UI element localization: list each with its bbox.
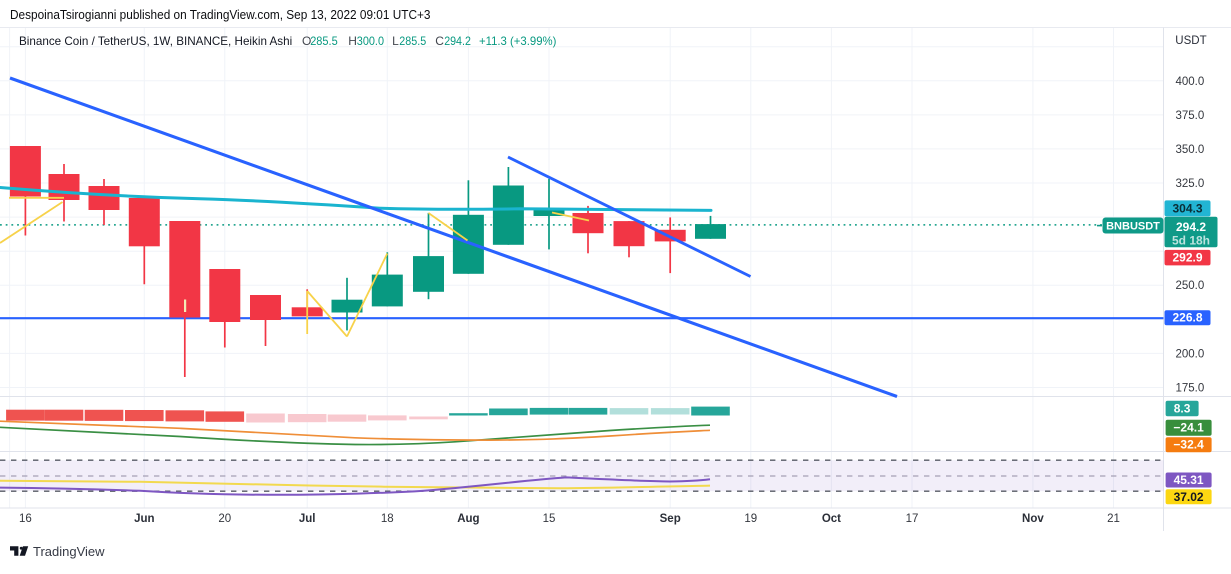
svg-text:+11.3 (+3.99%): +11.3 (+3.99%) — [479, 34, 556, 48]
svg-text:200.0: 200.0 — [1176, 348, 1205, 360]
svg-text:45.31: 45.31 — [1174, 473, 1204, 487]
svg-text:175.0: 175.0 — [1176, 383, 1205, 395]
svg-text:Oct: Oct — [822, 513, 841, 525]
svg-text:19: 19 — [744, 513, 757, 525]
svg-text:−32.4: −32.4 — [1173, 438, 1204, 452]
svg-text:294.2: 294.2 — [1176, 220, 1206, 234]
svg-text:5d 18h: 5d 18h — [1172, 234, 1210, 248]
svg-text:18: 18 — [381, 513, 394, 525]
svg-text:BNBUSDT: BNBUSDT — [1106, 221, 1160, 233]
svg-text:285.5: 285.5 — [310, 34, 338, 48]
svg-text:Jul: Jul — [299, 513, 316, 525]
svg-text:TradingView: TradingView — [33, 544, 105, 559]
svg-text:C: C — [435, 34, 444, 48]
svg-text:15: 15 — [543, 513, 556, 525]
svg-text:16: 16 — [19, 513, 32, 525]
svg-text:Binance Coin / TetherUS, 1W, B: Binance Coin / TetherUS, 1W, BINANCE, He… — [19, 34, 292, 48]
svg-text:21: 21 — [1107, 513, 1120, 525]
svg-text:226.8: 226.8 — [1172, 311, 1202, 325]
svg-text:300.0: 300.0 — [357, 34, 384, 48]
svg-text:L: L — [392, 34, 399, 48]
svg-text:250.0: 250.0 — [1176, 280, 1205, 292]
svg-text:−24.1: −24.1 — [1173, 421, 1204, 435]
svg-text:325.0: 325.0 — [1176, 178, 1205, 190]
svg-text:Sep: Sep — [660, 513, 681, 525]
svg-text:H: H — [348, 34, 357, 48]
svg-text:294.2: 294.2 — [444, 34, 471, 48]
svg-text:304.3: 304.3 — [1172, 201, 1202, 215]
svg-text:O: O — [302, 34, 311, 48]
svg-text:375.0: 375.0 — [1176, 110, 1205, 122]
svg-text:Jun: Jun — [134, 513, 154, 525]
svg-text:Aug: Aug — [457, 513, 479, 525]
svg-text:350.0: 350.0 — [1176, 144, 1205, 156]
svg-text:Nov: Nov — [1022, 513, 1044, 525]
svg-text:285.5: 285.5 — [399, 34, 426, 48]
svg-text:400.0: 400.0 — [1176, 76, 1205, 88]
svg-text:292.9: 292.9 — [1172, 251, 1202, 265]
svg-text:DespoinaTsirogianni published: DespoinaTsirogianni published on Trading… — [10, 7, 431, 22]
svg-text:USDT: USDT — [1175, 35, 1206, 47]
svg-text:37.02: 37.02 — [1174, 490, 1204, 504]
svg-text:8.3: 8.3 — [1174, 402, 1191, 416]
svg-text:17: 17 — [906, 513, 919, 525]
svg-text:20: 20 — [218, 513, 231, 525]
